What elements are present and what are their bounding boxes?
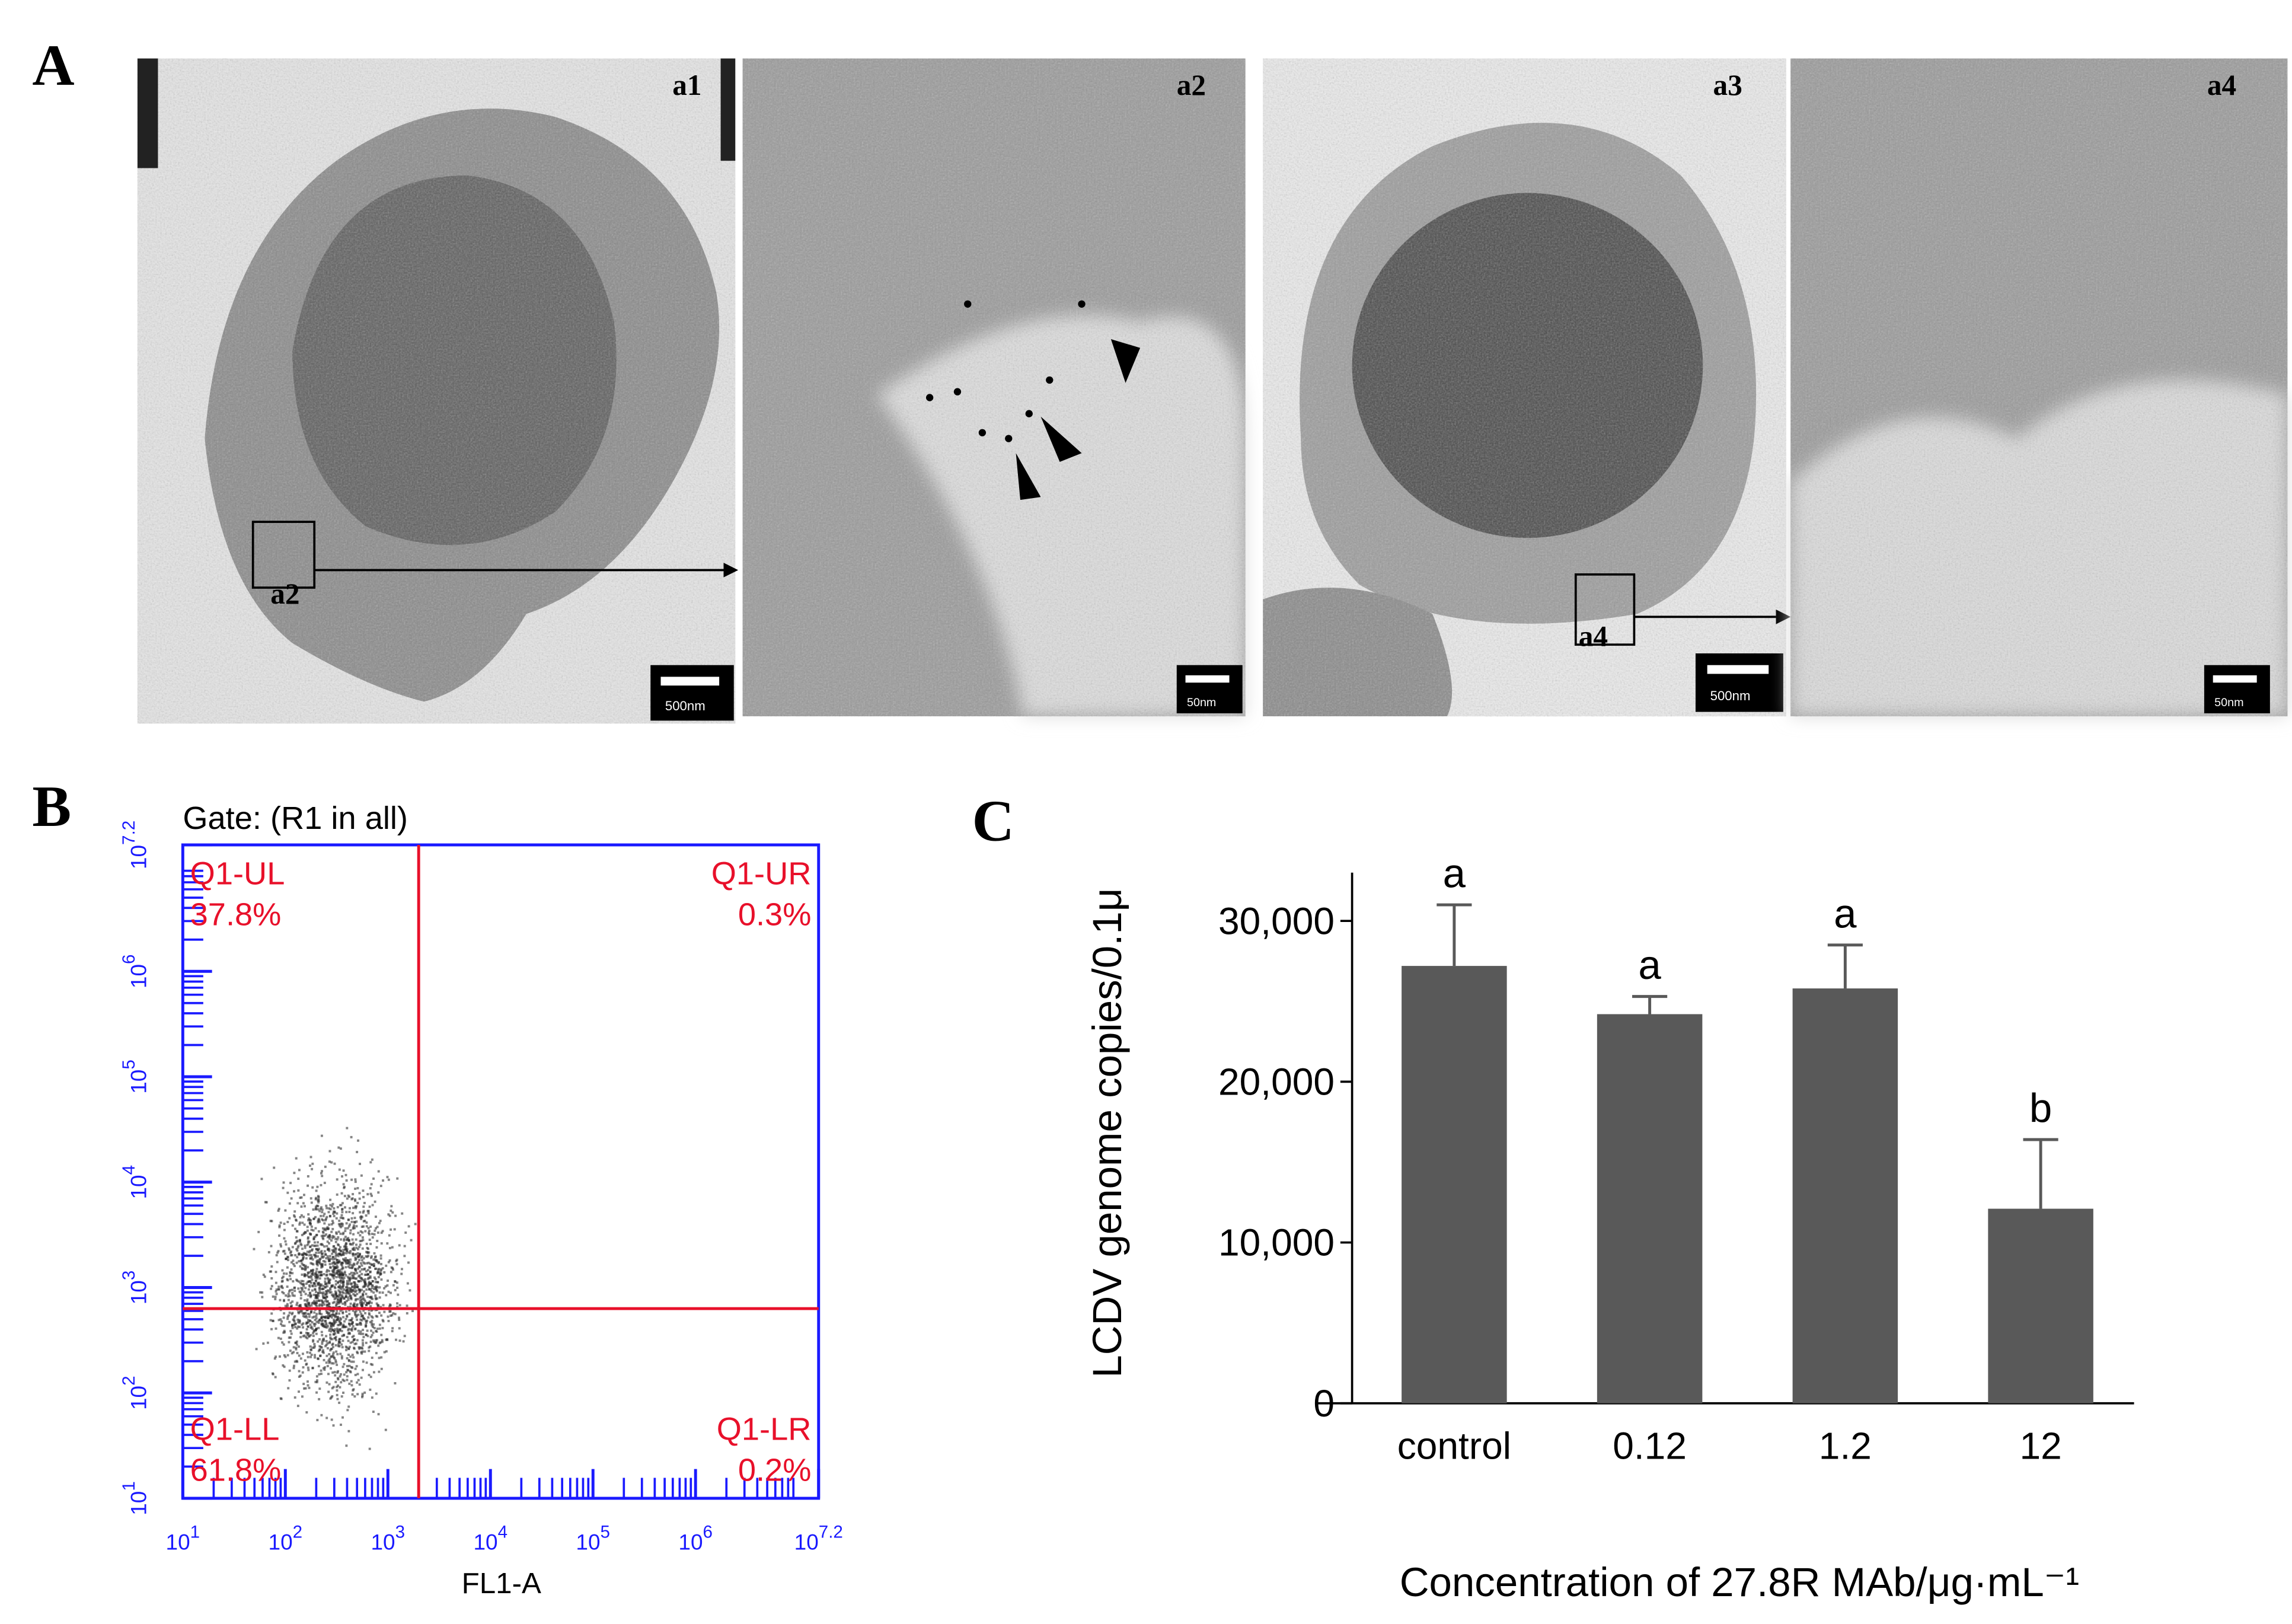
panel-label: C (972, 789, 1014, 854)
y-tick-label: 107.2 (119, 821, 151, 869)
micrograph-label: a1 (672, 69, 701, 101)
scale-bar-label: 500nm (665, 698, 706, 713)
micrograph: a2 50nm (742, 58, 1246, 717)
tick-exponent: 7.2 (819, 1523, 843, 1542)
panel-label: B (32, 774, 71, 839)
quadrant-percent: 37.8% (190, 897, 282, 933)
y-axis-label: LCDV genome copies/0.1μ (1084, 888, 1130, 1378)
tick-exponent: 6 (703, 1523, 713, 1542)
y-tick-label: 10,000 (1218, 1221, 1335, 1264)
micrograph: a3 a4 500nm (1263, 58, 1791, 717)
scale-bar-label: 50nm (1187, 696, 1216, 709)
quadrant-percent: 0.2% (738, 1452, 812, 1488)
quadrant-name: Q1-LL (190, 1411, 280, 1447)
x-tick-label: 103 (371, 1523, 405, 1555)
x-axis-label: Concentration of 27.8R MAb/μg·mL⁻¹ (1400, 1559, 2079, 1605)
x-tick-label: 101 (166, 1523, 200, 1555)
significance-letter: a (1638, 942, 1661, 988)
tick-base: 10 (127, 1280, 151, 1304)
x-tick-label: 1.2 (1819, 1424, 1872, 1467)
significance-letter: a (1834, 891, 1857, 936)
x-tick-label: 102 (269, 1523, 303, 1555)
y-tick-label: 102 (119, 1376, 151, 1410)
inset-label: a2 (270, 578, 299, 610)
x-tick-label: 104 (473, 1523, 507, 1555)
y-tick-label: 104 (119, 1165, 151, 1199)
tick-exponent: 4 (498, 1523, 507, 1542)
inset-label: a4 (1579, 620, 1608, 653)
quadrant-name: Q1-UL (190, 856, 285, 892)
tick-exponent: 3 (119, 1271, 139, 1280)
quadrant-name: Q1-UR (711, 856, 812, 892)
y-tick-label: 103 (119, 1271, 151, 1305)
y-tick-label: 20,000 (1218, 1061, 1335, 1103)
tick-base: 10 (127, 845, 151, 869)
bar (1402, 966, 1507, 1403)
tick-exponent: 2 (119, 1376, 139, 1385)
y-tick-label: 0 (1313, 1382, 1335, 1425)
tick-base: 10 (127, 1386, 151, 1410)
micrograph-label: a3 (1713, 69, 1742, 101)
scale-bar-label: 50nm (2214, 696, 2243, 709)
x-axis-label: FL1-A (462, 1567, 541, 1600)
bar (1792, 988, 1898, 1403)
significance-letter: b (2029, 1085, 2052, 1131)
tick-base: 10 (678, 1530, 703, 1554)
tick-base: 10 (166, 1530, 190, 1554)
micrograph-label: a4 (2207, 69, 2236, 101)
tick-exponent: 2 (293, 1523, 302, 1542)
bar (1597, 1014, 1703, 1403)
tick-base: 10 (127, 1491, 151, 1515)
scatter-texture (253, 1127, 417, 1450)
tick-exponent: 5 (601, 1523, 610, 1542)
tick-exponent: 1 (119, 1481, 139, 1491)
x-tick-label: 12 (2019, 1424, 2061, 1467)
tick-base: 10 (127, 1070, 151, 1094)
chart-title: Gate: (R1 in all) (183, 800, 408, 836)
tick-exponent: 7.2 (119, 821, 139, 845)
tick-base: 10 (576, 1530, 600, 1554)
tick-base: 10 (127, 964, 151, 988)
tick-exponent: 1 (190, 1523, 200, 1542)
plot-frame (181, 843, 821, 1500)
micrograph-label: a2 (1177, 69, 1206, 101)
quadrant-name: Q1-LR (717, 1411, 812, 1447)
y-tick-label: 106 (119, 954, 151, 988)
x-tick-label: 107.2 (794, 1523, 843, 1555)
tick-base: 10 (269, 1530, 293, 1554)
panel-label: A (32, 33, 74, 98)
tick-base: 10 (473, 1530, 497, 1554)
bar (1988, 1208, 2093, 1403)
tick-exponent: 3 (395, 1523, 405, 1542)
y-tick-label: 101 (119, 1481, 151, 1515)
y-tick-label: 30,000 (1218, 899, 1335, 942)
x-tick-label: 105 (576, 1523, 610, 1555)
tick-exponent: 5 (119, 1060, 139, 1069)
tick-exponent: 6 (119, 954, 139, 963)
scale-bar-label: 500nm (1710, 688, 1751, 703)
tick-base: 10 (371, 1530, 395, 1554)
micrograph: a1 a2 500nm (137, 58, 739, 724)
tick-exponent: 4 (119, 1165, 139, 1175)
y-tick-label: 105 (119, 1060, 151, 1094)
x-tick-label: control (1397, 1424, 1511, 1467)
x-tick-label: 106 (678, 1523, 713, 1555)
quadrant-percent: 61.8% (190, 1452, 282, 1488)
x-tick-label: 0.12 (1613, 1424, 1687, 1467)
quadrant-percent: 0.3% (738, 897, 812, 933)
significance-letter: a (1443, 850, 1466, 896)
micrograph: a4 50nm (1790, 58, 2288, 717)
tick-base: 10 (127, 1175, 151, 1199)
bar-chart: 0 10,000 20,000 30,000 LCDV genome copies/0.… (1084, 850, 2134, 1605)
tick-base: 10 (794, 1530, 819, 1554)
